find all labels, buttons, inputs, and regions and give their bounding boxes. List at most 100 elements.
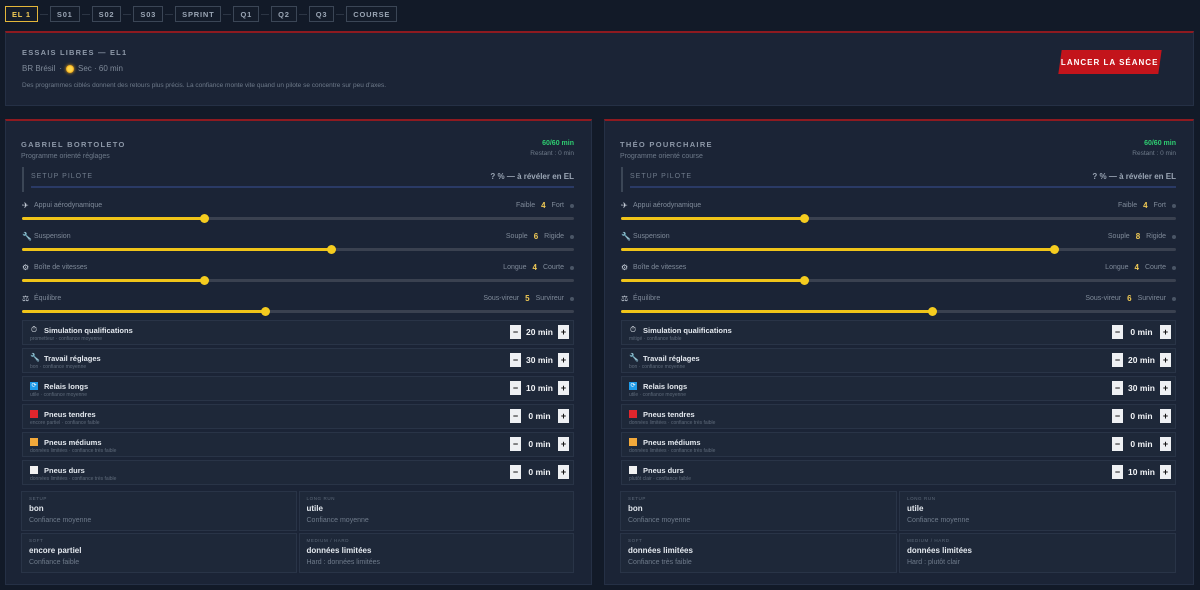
slider-thumb[interactable]: [327, 245, 337, 254]
slider-track[interactable]: [621, 245, 1176, 254]
increase-minutes-button[interactable]: +: [1160, 465, 1171, 479]
summary-subtext: Hard : données limitées: [306, 559, 381, 566]
tab-s01[interactable]: S01: [49, 6, 80, 22]
decrease-minutes-button[interactable]: −: [1112, 409, 1123, 423]
slider-track[interactable]: [22, 214, 574, 223]
decrease-minutes-button[interactable]: −: [510, 409, 521, 423]
slider-track[interactable]: [22, 276, 574, 285]
slider-value: 4: [532, 263, 537, 272]
slider-value: 4: [1134, 263, 1139, 272]
slider-track[interactable]: [621, 276, 1176, 285]
increase-minutes-button[interactable]: +: [558, 381, 569, 395]
summary-value: bon: [628, 504, 643, 513]
tab-el1[interactable]: EL 1: [5, 6, 38, 22]
minutes-stepper: −10 min +: [1112, 465, 1171, 479]
decrease-minutes-button[interactable]: −: [1112, 465, 1123, 479]
tab-course[interactable]: COURSE: [346, 6, 398, 22]
increase-minutes-button[interactable]: +: [1160, 409, 1171, 423]
tab-q2[interactable]: Q2: [271, 6, 297, 22]
session-title: ESSAIS LIBRES — EL1: [22, 48, 128, 57]
program-title: Travail réglages: [44, 354, 101, 363]
summary-label: SETUP: [628, 496, 647, 501]
minutes-stepper: −20 min +: [1112, 353, 1171, 367]
hard-tyre-icon: [30, 466, 38, 474]
summary-grid: SETUP bon Confiance moyenne LONG RUN utile Co…: [620, 491, 1176, 573]
slider-track[interactable]: [22, 245, 574, 254]
summary-subtext: Confiance faible: [29, 559, 80, 566]
decrease-minutes-button[interactable]: −: [1112, 325, 1123, 339]
summary-label: SOFT: [29, 538, 44, 543]
slider-high-label: Survireur: [1137, 295, 1166, 302]
tab-q3[interactable]: Q3: [308, 6, 335, 22]
slider-thumb[interactable]: [200, 276, 210, 285]
stopwatch-icon: ⏱: [30, 325, 38, 334]
slider-thumb[interactable]: [800, 214, 810, 223]
decrease-minutes-button[interactable]: −: [510, 381, 521, 395]
increase-minutes-button[interactable]: +: [558, 325, 569, 339]
medium-tyre-icon: [30, 438, 38, 446]
slider-value: 8: [1135, 232, 1141, 241]
tab-s02[interactable]: S02: [91, 6, 122, 22]
wrench-icon: 🔧: [621, 232, 631, 241]
decrease-minutes-button[interactable]: −: [1112, 381, 1123, 395]
wrench-icon: 🔧: [22, 232, 32, 241]
slider-fill: [621, 310, 932, 313]
nav-separator: [223, 13, 232, 15]
slider-high-label: Rigide: [1146, 233, 1166, 240]
increase-minutes-button[interactable]: +: [558, 465, 569, 479]
slider-thumb[interactable]: [800, 276, 810, 285]
increase-minutes-button[interactable]: +: [1160, 353, 1171, 367]
decrease-minutes-button[interactable]: −: [1112, 437, 1123, 451]
decrease-minutes-button[interactable]: −: [510, 465, 521, 479]
slider-label: Suspension: [633, 233, 670, 240]
slider-high-label: Survireur: [535, 295, 564, 302]
info-dot-icon: [570, 234, 574, 239]
slider-track[interactable]: [621, 307, 1176, 316]
slider-thumb[interactable]: [927, 307, 937, 316]
balance-icon: ⚖: [22, 294, 30, 303]
time-used: 60/60 min: [1144, 140, 1176, 147]
minutes-value: 10 min: [1128, 467, 1155, 477]
slider-label: Appui aérodynamique: [34, 202, 103, 209]
decrease-minutes-button[interactable]: −: [510, 353, 521, 367]
tab-sprint[interactable]: SPRINT: [175, 6, 222, 22]
program-row: ⏱ Simulation qualifications prometteur · c…: [22, 320, 574, 345]
wrench-icon: 🔧: [629, 353, 639, 362]
increase-minutes-button[interactable]: +: [558, 437, 569, 451]
slider-thumb[interactable]: [260, 307, 270, 316]
slider-scale: Sous-vireur 6 Survireur: [1085, 294, 1176, 303]
program-title: Pneus durs: [44, 466, 85, 475]
summary-grid: SETUP bon Confiance moyenne LONG RUN utile Co…: [21, 491, 574, 573]
slider-thumb[interactable]: [200, 214, 210, 223]
slider-track[interactable]: [621, 214, 1176, 223]
launch-session-button[interactable]: LANCER LA SÉANCE: [1058, 50, 1162, 74]
program-subtitle: données limitées · confiance très faible: [30, 448, 117, 454]
slider-value: 6: [533, 232, 539, 241]
increase-minutes-button[interactable]: +: [1160, 381, 1171, 395]
program-row: 🔧 Travail réglages bon · confiance moyenne…: [621, 348, 1176, 373]
slider-low-label: Sous-vireur: [483, 295, 520, 302]
driver-name: THÉO POURCHAIRE: [620, 140, 713, 149]
slider-high-label: Courte: [1144, 264, 1166, 271]
tab-s03[interactable]: S03: [133, 6, 164, 22]
summary-label: MEDIUM / HARD: [306, 538, 350, 543]
increase-minutes-button[interactable]: +: [558, 353, 569, 367]
time-remaining: Restant : 0 min: [530, 150, 574, 157]
decrease-minutes-button[interactable]: −: [510, 325, 521, 339]
soft-tyre-icon: [30, 410, 38, 418]
slider-thumb[interactable]: [1049, 245, 1059, 254]
slider-track[interactable]: [22, 307, 574, 316]
decrease-minutes-button[interactable]: −: [1112, 353, 1123, 367]
tab-q1[interactable]: Q1: [233, 6, 260, 22]
decrease-minutes-button[interactable]: −: [510, 437, 521, 451]
minutes-stepper: −0 min +: [510, 437, 569, 451]
increase-minutes-button[interactable]: +: [558, 409, 569, 423]
program-title: Simulation qualifications: [44, 326, 133, 335]
slider-label: Boîte de vitesses: [34, 264, 88, 271]
program-title: Pneus médiums: [643, 438, 701, 447]
balance-icon: ⚖: [621, 294, 629, 303]
info-dot-icon: [570, 265, 574, 270]
program-title: Relais longs: [643, 382, 688, 391]
increase-minutes-button[interactable]: +: [1160, 325, 1171, 339]
increase-minutes-button[interactable]: +: [1160, 437, 1171, 451]
